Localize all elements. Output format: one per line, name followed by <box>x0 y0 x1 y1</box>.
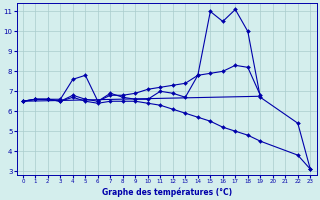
X-axis label: Graphe des températures (°C): Graphe des températures (°C) <box>101 187 232 197</box>
